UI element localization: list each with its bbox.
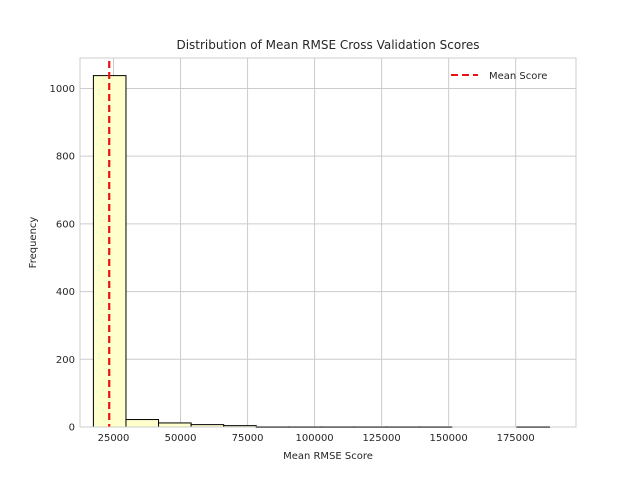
chart-title: Distribution of Mean RMSE Cross Validati…: [176, 38, 479, 52]
y-axis-label: Frequency: [28, 217, 39, 269]
legend-mean-label: Mean Score: [489, 71, 547, 82]
x-tick-label: 100000: [296, 433, 334, 444]
x-tick-label: 75000: [232, 433, 264, 444]
y-tick-label: 400: [56, 287, 75, 298]
y-tick-label: 800: [56, 152, 75, 163]
y-tick-label: 0: [69, 423, 75, 434]
y-tick-label: 600: [56, 219, 75, 230]
x-tick-label: 25000: [98, 433, 130, 444]
tick-labels: 25000 50000 75000 100000 125000 150000 175000 0…: [50, 84, 535, 444]
x-tick-label: 150000: [430, 433, 468, 444]
x-tick-label: 175000: [497, 433, 535, 444]
y-tick-label: 1000: [50, 84, 75, 95]
legend: Mean Score: [451, 71, 547, 82]
histogram-bar: [125, 419, 160, 428]
x-tick-label: 125000: [363, 433, 401, 444]
histogram-bar: [158, 422, 192, 428]
x-tick-label: 50000: [165, 433, 197, 444]
y-tick-label: 200: [56, 355, 75, 366]
x-axis-label: Mean RMSE Score: [283, 451, 373, 462]
plot-frame: [79, 57, 577, 428]
